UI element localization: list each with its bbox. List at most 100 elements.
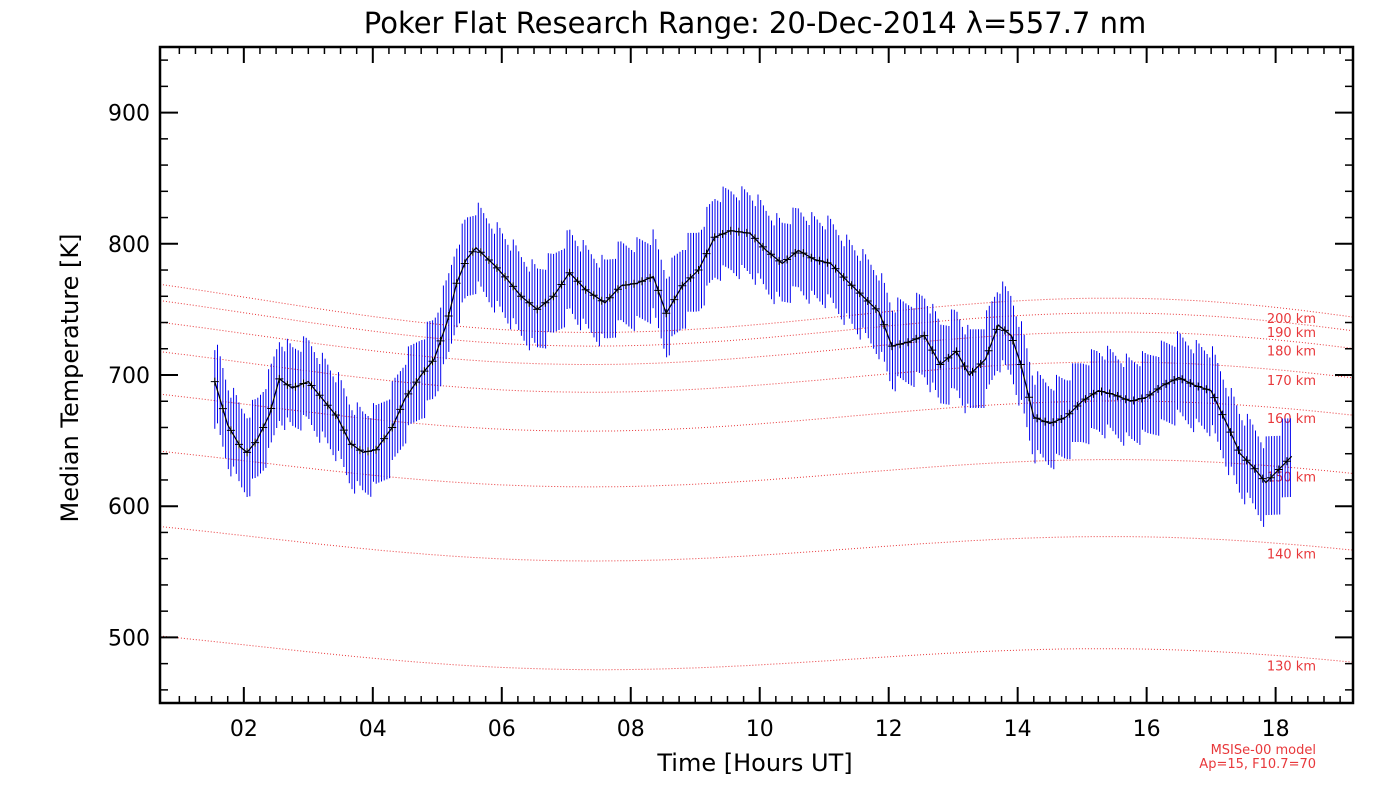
- data-point-99: [1008, 336, 1017, 345]
- data-point-19: [364, 447, 372, 456]
- data-point-60: [694, 266, 703, 274]
- data-point-72: [791, 249, 800, 257]
- data-point-15: [331, 411, 340, 419]
- data-point-47: [589, 291, 598, 300]
- data-point-129: [1250, 464, 1259, 473]
- data-point-89: [928, 346, 937, 355]
- data-point-0: [210, 377, 219, 386]
- data-point-128: [1242, 456, 1251, 465]
- model-curve-7: [159, 283, 1354, 334]
- data-point-65: [734, 227, 743, 236]
- data-point-35: [492, 263, 501, 272]
- data-point-90: [936, 360, 945, 369]
- data-point-6: [259, 423, 268, 432]
- data-point-91: [944, 353, 953, 362]
- data-point-84: [887, 342, 896, 351]
- data-point-112: [1113, 392, 1122, 400]
- data-point-21: [380, 434, 389, 443]
- x-tick-label-8: 18: [1262, 717, 1290, 742]
- data-point-97: [992, 325, 1001, 334]
- x-tick-label-6: 14: [1004, 717, 1032, 742]
- data-point-68: [758, 242, 767, 251]
- model-curve-0: [159, 635, 1354, 671]
- data-point-31: [460, 259, 469, 268]
- data-point-40: [533, 305, 542, 314]
- data-point-37: [509, 282, 518, 291]
- data-point-46: [581, 285, 590, 294]
- data-point-75: [815, 256, 824, 265]
- data-point-116: [1145, 390, 1154, 399]
- data-point-66: [742, 228, 751, 237]
- data-point-78: [839, 273, 848, 282]
- model-label-6: 190 km: [1267, 326, 1316, 341]
- data-point-94: [968, 367, 977, 376]
- data-point-113: [1121, 395, 1130, 404]
- model-label-1: 140 km: [1267, 547, 1316, 562]
- data-point-9: [283, 380, 292, 389]
- data-point-80: [855, 289, 864, 298]
- data-point-8: [275, 374, 284, 383]
- data-point-115: [1137, 394, 1146, 403]
- data-point-20: [372, 445, 380, 454]
- data-point-110: [1097, 387, 1106, 396]
- data-point-76: [823, 258, 832, 267]
- data-point-100: [1016, 360, 1025, 369]
- data-point-96: [984, 346, 993, 355]
- data-point-48: [597, 296, 606, 305]
- x-tick-label-4: 10: [746, 717, 774, 742]
- model-curve-1: [159, 526, 1354, 562]
- x-tick-label-7: 16: [1133, 717, 1161, 742]
- data-point-82: [871, 304, 880, 313]
- data-point-121: [1186, 379, 1195, 388]
- data-point-29: [444, 312, 453, 320]
- data-point-41: [541, 298, 550, 307]
- data-point-69: [767, 250, 775, 259]
- data-point-5: [251, 438, 260, 447]
- data-point-64: [726, 226, 735, 235]
- data-point-2: [226, 426, 235, 435]
- data-point-49: [605, 293, 614, 302]
- data-point-61: [702, 249, 711, 258]
- data-point-74: [807, 253, 816, 262]
- y-axis-label: Median Temperature [K]: [56, 233, 84, 522]
- y-tick-label-4: 900: [108, 102, 150, 127]
- data-point-104: [1049, 418, 1058, 427]
- data-point-12: [307, 381, 316, 390]
- data-point-114: [1129, 396, 1138, 405]
- data-point-71: [783, 255, 792, 264]
- data-point-33: [476, 248, 485, 257]
- x-tick-label-2: 06: [488, 717, 516, 742]
- data-point-131: [1266, 473, 1275, 482]
- data-point-111: [1105, 389, 1114, 398]
- data-point-92: [952, 347, 961, 356]
- data-point-17: [347, 440, 356, 449]
- data-point-95: [976, 360, 985, 368]
- x-tick-label-0: 02: [230, 717, 258, 742]
- data-point-67: [750, 234, 759, 243]
- data-point-52: [630, 279, 638, 288]
- data-point-57: [670, 295, 679, 304]
- data-point-132: [1274, 465, 1283, 474]
- model-label-0: 130 km: [1267, 660, 1316, 675]
- data-point-119: [1170, 376, 1179, 384]
- data-point-108: [1081, 395, 1090, 404]
- data-point-28: [436, 336, 445, 345]
- data-point-14: [323, 401, 332, 410]
- y-tick-label-3: 800: [108, 233, 150, 258]
- model-label-2: 150 km: [1267, 471, 1316, 486]
- data-point-105: [1057, 415, 1066, 423]
- data-point-4: [243, 448, 252, 457]
- data-point-102: [1033, 414, 1041, 423]
- data-point-118: [1162, 379, 1170, 388]
- data-point-3: [235, 440, 243, 449]
- model-label-7: 200 km: [1267, 312, 1316, 327]
- model-curve-2: [159, 450, 1354, 488]
- data-point-56: [662, 309, 671, 318]
- model-note-line1: MSISe-00 model: [1211, 743, 1316, 758]
- data-point-88: [920, 331, 929, 340]
- data-point-32: [468, 247, 477, 256]
- data-point-26: [420, 367, 429, 376]
- data-point-81: [863, 297, 872, 305]
- data-point-62: [710, 233, 719, 242]
- data-point-86: [904, 338, 912, 347]
